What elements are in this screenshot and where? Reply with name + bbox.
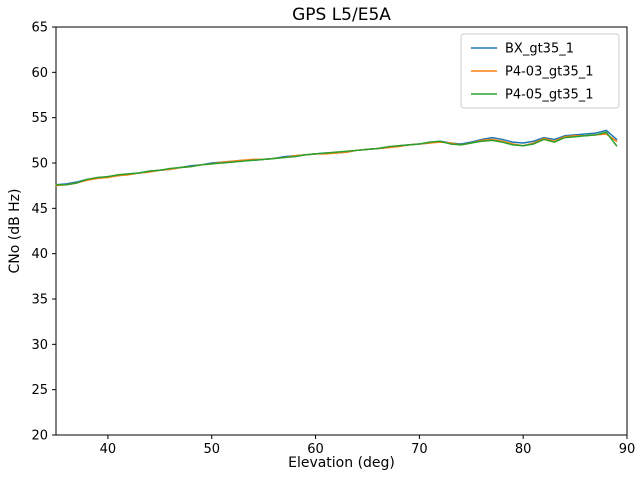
x-tick-label: 60 bbox=[307, 442, 324, 457]
y-tick-label: 55 bbox=[31, 111, 48, 126]
y-tick-label: 20 bbox=[31, 429, 48, 444]
x-tick-label: 40 bbox=[100, 442, 117, 457]
x-tick-label: 90 bbox=[619, 442, 636, 457]
series-line-BX_gt35_1 bbox=[55, 129, 618, 186]
x-tick-label: 50 bbox=[203, 442, 220, 457]
y-tick-label: 40 bbox=[31, 247, 48, 262]
x-axis-label: Elevation (deg) bbox=[288, 455, 395, 471]
chart-title: GPS L5/E5A bbox=[292, 5, 391, 25]
y-tick-label: 50 bbox=[31, 157, 48, 172]
y-tick-label: 30 bbox=[31, 338, 48, 353]
x-tick-label: 70 bbox=[411, 442, 428, 457]
y-tick-label: 35 bbox=[31, 293, 48, 308]
legend-box bbox=[460, 33, 620, 109]
legend-label-BX_gt35_1: BX_gt35_1 bbox=[505, 42, 574, 57]
legend-label-P4-03_gt35_1: P4-03_gt35_1 bbox=[505, 65, 594, 80]
legend-label-P4-05_gt35_1: P4-05_gt35_1 bbox=[505, 88, 594, 103]
y-tick-label: 60 bbox=[31, 66, 48, 81]
x-tick-label: 80 bbox=[515, 442, 532, 457]
plot-border bbox=[55, 26, 628, 436]
y-tick-label: 25 bbox=[31, 383, 48, 398]
y-tick-label: 45 bbox=[31, 202, 48, 217]
y-tick-label: 65 bbox=[31, 21, 48, 36]
series-line-P4-05_gt35_1 bbox=[55, 131, 618, 186]
